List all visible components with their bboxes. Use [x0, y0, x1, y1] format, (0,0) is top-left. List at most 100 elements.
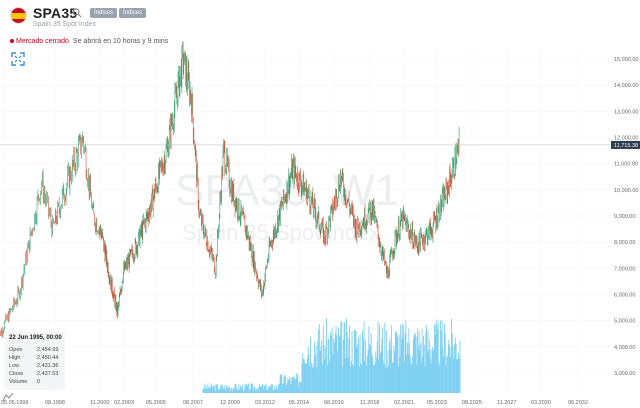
- volume-bar: [441, 320, 443, 393]
- volume-bar: [376, 341, 378, 393]
- category-tag[interactable]: Índices: [90, 8, 118, 18]
- volume-bar: [209, 387, 211, 393]
- instrument-header: SPA35 Índices Índices Spain 35 Spot Inde…: [0, 0, 640, 50]
- volume-bar: [271, 384, 273, 393]
- volume-bar: [270, 385, 272, 393]
- volume-icon[interactable]: [2, 392, 14, 402]
- volume-bar: [373, 365, 374, 393]
- volume-bar: [204, 383, 206, 393]
- volume-bar: [302, 353, 304, 393]
- volume-bar: [347, 357, 349, 393]
- volume-bar: [255, 390, 257, 393]
- volume-bar: [338, 327, 339, 393]
- volume-bar: [253, 387, 255, 393]
- volume-bar: [448, 344, 450, 393]
- volume-bar: [217, 384, 219, 393]
- volume-bar: [221, 384, 223, 393]
- x-tick-label: 05.2023: [427, 400, 447, 406]
- volume-bar: [433, 347, 435, 393]
- volume-bar: [267, 388, 269, 393]
- volume-bar: [333, 338, 335, 393]
- volume-bar: [419, 350, 421, 393]
- volume-bar: [451, 332, 453, 393]
- volume-bar: [264, 386, 266, 393]
- x-tick-label: 11.2000: [90, 400, 109, 406]
- volume-bar: [403, 324, 405, 393]
- volume-bar: [392, 362, 394, 393]
- volume-bar: [243, 390, 245, 393]
- volume-bar: [252, 389, 254, 393]
- volume-bar: [368, 326, 370, 393]
- volume-bar: [221, 386, 223, 393]
- volume-bar: [335, 326, 337, 393]
- y-tick-label: 7,000.00: [614, 266, 635, 272]
- volume-bar: [237, 389, 239, 393]
- volume-bar: [434, 324, 435, 393]
- category-tag[interactable]: Índices: [119, 8, 147, 18]
- volume-bar: [365, 340, 367, 393]
- volume-bar: [415, 334, 416, 393]
- volume-bar: [350, 366, 351, 393]
- volume-bar: [377, 321, 379, 393]
- volume-bar: [397, 336, 399, 393]
- x-tick-label: 06.2032: [568, 400, 588, 406]
- volume-bar: [427, 330, 429, 393]
- volume-bar: [405, 320, 407, 393]
- volume-bar: [314, 354, 316, 393]
- volume-bar: [447, 340, 449, 393]
- volume-bar: [428, 350, 430, 393]
- volume-bar: [209, 387, 210, 393]
- volume-bar: [299, 381, 301, 393]
- volume-bar: [334, 333, 336, 393]
- volume-bar: [252, 383, 253, 393]
- volume-bar: [371, 353, 373, 393]
- volume-bar: [241, 388, 243, 393]
- volume-bar: [207, 383, 209, 393]
- volume-bar: [457, 359, 459, 393]
- volume-bar: [438, 362, 440, 393]
- volume-bar: [383, 364, 385, 393]
- x-axis: 05.05.1996 08.1998 11.2000 02.2003 05.2005 08…: [1, 400, 588, 406]
- volume-bar: [266, 390, 268, 393]
- volume-bar: [435, 324, 437, 393]
- volume-bar: [428, 340, 430, 393]
- volume-bar: [387, 350, 389, 393]
- volume-bar: [276, 388, 278, 393]
- volume-bar: [236, 389, 238, 393]
- volume-bar: [360, 363, 362, 393]
- volume-bar: [205, 385, 207, 393]
- search-icon[interactable]: [72, 8, 82, 18]
- volume-bar: [396, 331, 398, 393]
- volume-bar: [456, 359, 458, 393]
- volume-bar: [454, 344, 456, 393]
- volume-bar: [285, 385, 287, 393]
- volume-bar: [416, 364, 418, 393]
- volume-bar: [431, 362, 433, 393]
- volume-bar: [211, 385, 213, 393]
- chart-watermark-description: Spain 35 Spot Index: [182, 220, 380, 245]
- volume-bar: [413, 335, 415, 393]
- x-tick-label: 11.2027: [497, 400, 516, 406]
- volume-bar: [205, 387, 206, 393]
- status-dot-icon: [10, 39, 14, 44]
- volume-bar: [367, 349, 369, 393]
- volume-bar: [292, 376, 294, 393]
- volume-bar: [302, 358, 304, 393]
- volume-bar: [282, 383, 283, 393]
- y-tick-label: 3,000.00: [614, 371, 635, 377]
- volume-bar: [412, 339, 414, 393]
- volume-bar: [283, 376, 285, 393]
- volume-bar: [278, 383, 280, 393]
- volume-bar: [219, 388, 221, 393]
- volume-bar: [258, 387, 260, 393]
- expand-icon[interactable]: [11, 52, 25, 66]
- volume-bar: [362, 330, 363, 393]
- volume-bar: [415, 336, 417, 393]
- volume-bar: [424, 366, 426, 393]
- volume-bar: [282, 383, 284, 393]
- volume-bar: [287, 378, 289, 393]
- volume-bar: [430, 349, 432, 393]
- volume-bar: [275, 385, 277, 393]
- volume-bar: [313, 366, 315, 393]
